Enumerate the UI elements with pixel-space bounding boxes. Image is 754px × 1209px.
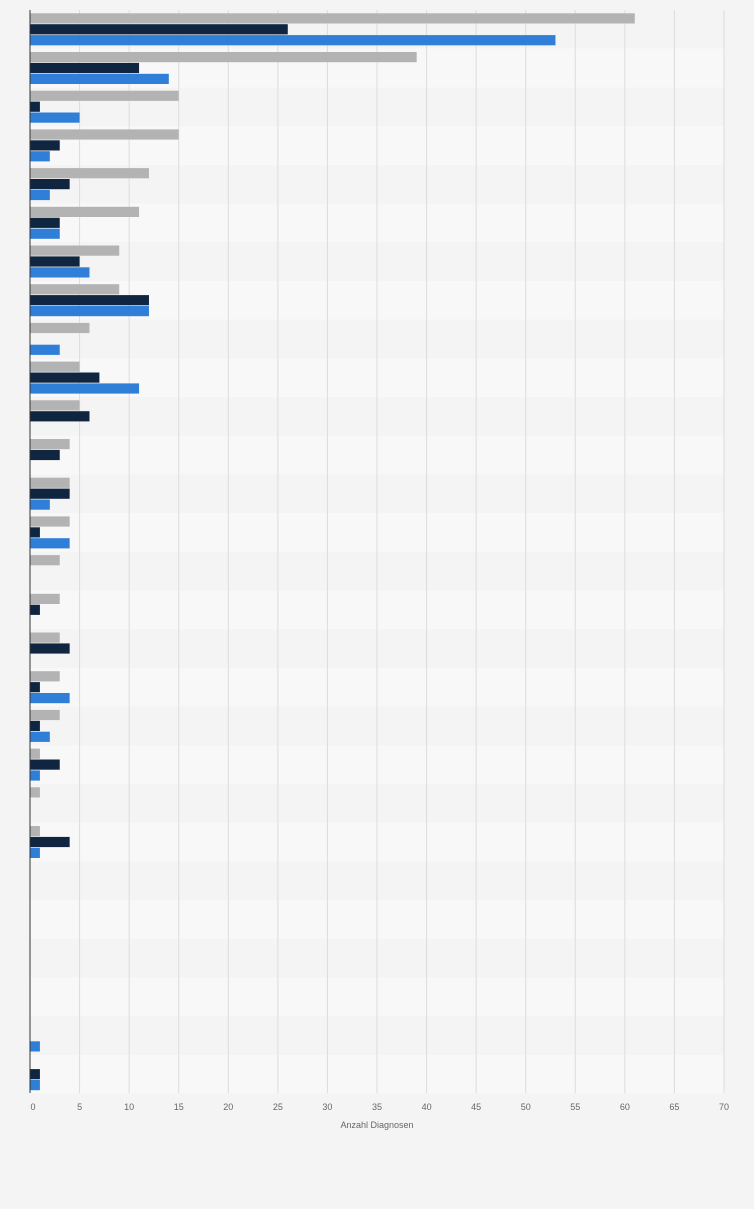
bar [30,372,100,383]
bar [30,189,50,201]
bar [30,538,70,549]
bar [30,13,635,24]
x-axis-ticks: 0 5 10 15 20 25 30 35 40 45 50 55 60 65 70 [30,1102,729,1112]
x-axis-title: Anzahl Diagnosen [340,1120,413,1130]
bar [30,245,120,256]
bar [30,787,40,798]
bar [30,112,80,123]
bar [30,632,60,643]
bar [30,411,90,422]
bar [30,593,60,604]
bar [30,499,50,510]
bar [30,295,149,306]
x-tick-label: 5 [77,1102,82,1112]
bar [30,748,40,759]
bar [30,682,40,693]
bar [30,90,179,101]
bar [30,671,60,682]
gridlines [79,10,725,1093]
bar [30,1080,40,1091]
x-tick-label: 45 [471,1102,481,1112]
bar [30,129,179,140]
bar [30,217,60,228]
x-tick-label: 10 [124,1102,134,1112]
x-tick-label: 30 [322,1102,332,1112]
bar [30,731,50,742]
bar [30,344,60,355]
x-tick-label: 15 [174,1102,184,1112]
x-tick-label: 35 [372,1102,382,1112]
bar [30,284,120,295]
bar [30,400,80,411]
x-tick-label: 50 [521,1102,531,1112]
x-tick-label: 40 [422,1102,432,1112]
x-tick-label: 60 [620,1102,630,1112]
x-tick-label: 20 [223,1102,233,1112]
bar [30,720,40,731]
bar [30,267,90,278]
bar [30,488,70,499]
bar [30,383,140,394]
bar [30,527,40,538]
x-tick-label: 70 [719,1102,729,1112]
bar [30,256,80,267]
bar [30,1041,40,1052]
bar [30,847,40,858]
x-tick-label: 25 [273,1102,283,1112]
bar [30,179,70,190]
bar [30,477,70,488]
x-tick-label: 55 [570,1102,580,1112]
bar [30,62,140,74]
bar [30,759,60,770]
bar [30,140,60,151]
bar [30,826,40,837]
bar [30,1069,40,1080]
bar [30,35,556,46]
bar [30,516,70,527]
bar [30,836,70,848]
bar [30,439,70,450]
bar [30,151,50,162]
bar [30,168,149,179]
bar [30,709,60,721]
bar [30,24,288,35]
bar [30,306,149,317]
bar [30,643,70,654]
bar [30,604,40,615]
bar [30,73,169,84]
bar [30,52,417,63]
bar [30,322,90,334]
bar [30,206,140,217]
x-tick-label: 0 [30,1102,35,1112]
bar [30,361,80,372]
bar [30,555,60,566]
bar [30,693,70,704]
bar [30,228,60,239]
bar [30,101,40,112]
bars [30,13,635,1091]
x-tick-label: 65 [669,1102,679,1112]
bar [30,770,40,781]
bar [30,449,60,461]
